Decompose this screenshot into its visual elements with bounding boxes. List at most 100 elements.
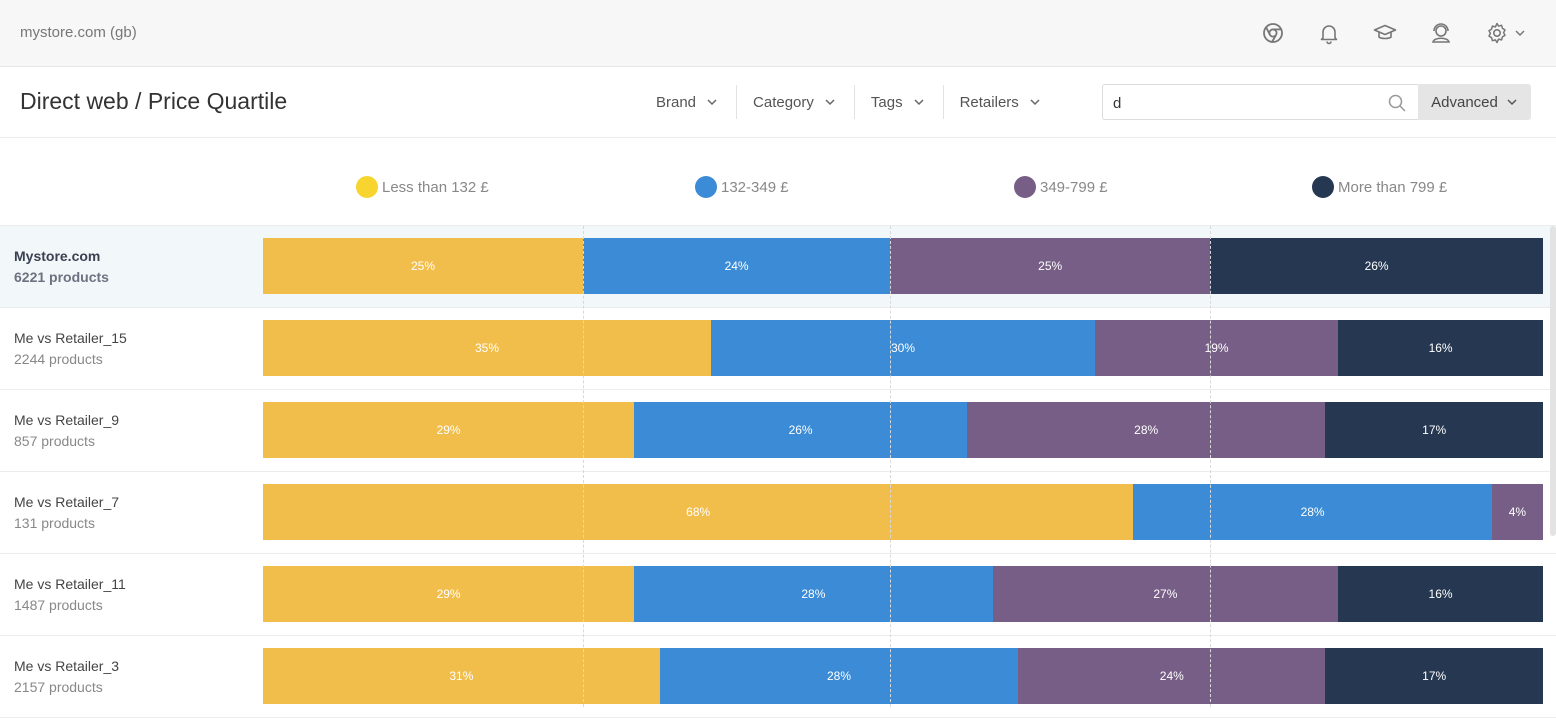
bar-segment-q3[interactable]: 28%: [966, 402, 1326, 458]
bar-segment-q3[interactable]: 24%: [1018, 648, 1326, 704]
bar-segment-label: 16%: [1428, 587, 1453, 601]
tags-filter[interactable]: Tags: [855, 85, 944, 119]
advanced-button[interactable]: Advanced: [1418, 84, 1531, 120]
stacked-bar: 29% 26% 28% 17%: [263, 402, 1543, 458]
chevron-down-icon: [1515, 30, 1525, 37]
page-title: Direct web / Price Quartile: [20, 88, 288, 114]
brand-filter[interactable]: Brand: [640, 85, 738, 119]
legend-dot-q1: [356, 176, 378, 198]
bar-segment-label: 27%: [1153, 587, 1178, 601]
graduation-cap-icon[interactable]: [1370, 18, 1400, 48]
row-label: Me vs Retailer_3 2157 products: [14, 656, 119, 698]
bar-segment-label: 25%: [1038, 259, 1063, 273]
page-header: Direct web / Price Quartile Brand Catego…: [0, 68, 1556, 138]
table-row[interactable]: Me vs Retailer_7 131 products 68% 28% 4%: [0, 472, 1556, 554]
row-count: 2157 products: [14, 679, 103, 695]
brand-filter-label: Brand: [656, 93, 697, 111]
stacked-bar: 68% 28% 4%: [263, 484, 1543, 540]
bar-segment-label: 26%: [1364, 259, 1389, 273]
bar-segment-label: 35%: [474, 341, 500, 355]
bar-segment-q1[interactable]: 31%: [263, 648, 660, 704]
bar-segment-q1[interactable]: 29%: [263, 402, 635, 458]
bar-segment-label: 28%: [1300, 505, 1325, 519]
bar-segment-label: 16%: [1428, 341, 1453, 355]
chevron-down-icon: [825, 99, 835, 106]
bar-segment-label: 17%: [1422, 669, 1447, 683]
table-row[interactable]: Me vs Retailer_9 857 products 29% 26% 28% 17%: [0, 390, 1556, 472]
bar-segment-label: 68%: [686, 505, 711, 519]
bar-segment-q4[interactable]: 17%: [1325, 648, 1543, 704]
bar-segment-q2[interactable]: 28%: [634, 566, 993, 622]
row-count: 857 products: [14, 433, 95, 449]
bar-segment-q1[interactable]: 68%: [263, 484, 1134, 540]
stacked-bar: 29% 28% 27% 16%: [263, 566, 1543, 622]
bar-segment-q3[interactable]: 19%: [1095, 320, 1339, 376]
bar-segment-q4[interactable]: 26%: [1210, 238, 1543, 294]
row-name: Me vs Retailer_15: [14, 330, 127, 346]
bar-segment-q2[interactable]: 30%: [711, 320, 1095, 376]
top-bar: mystore.com (gb): [0, 0, 1556, 67]
retailers-filter[interactable]: Retailers: [944, 85, 1059, 119]
bar-segment-q2[interactable]: 28%: [1133, 484, 1492, 540]
bar-segment-q2[interactable]: 28%: [659, 648, 1019, 704]
row-label: Me vs Retailer_15 2244 products: [14, 328, 127, 370]
row-name: Me vs Retailer_9: [14, 412, 120, 428]
table-row[interactable]: Me vs Retailer_3 2157 products 31% 28% 24% 17…: [0, 636, 1556, 718]
store-name[interactable]: mystore.com (gb): [20, 24, 137, 41]
bar-segment-q4[interactable]: 16%: [1338, 320, 1543, 376]
bar-segment-label: 28%: [826, 669, 851, 683]
bar-segment-label: 4%: [1508, 505, 1527, 519]
bar-segment-label: 25%: [410, 259, 436, 273]
bar-segment-q4[interactable]: 17%: [1325, 402, 1543, 458]
bar-segment-q1[interactable]: 29%: [263, 566, 635, 622]
legend-item-q3: 349-799 £: [1014, 176, 1108, 198]
legend-item-q1: Less than 132 £: [356, 176, 489, 198]
bar-segment-q3[interactable]: 27%: [992, 566, 1339, 622]
legend-label-q2: 132-349 £: [721, 178, 789, 196]
bar-segment-q1[interactable]: 25%: [263, 238, 583, 294]
row-count: 6221 products: [14, 269, 109, 285]
bar-segment-q2[interactable]: 26%: [634, 402, 967, 458]
category-filter-label: Category: [753, 93, 814, 111]
bar-segment-label: 17%: [1422, 423, 1447, 437]
stacked-bar: 31% 28% 24% 17%: [263, 648, 1543, 704]
legend-label-q1: Less than 132 £: [382, 178, 489, 196]
chevron-down-icon: [1507, 99, 1517, 106]
legend-label-q4: More than 799 £: [1338, 178, 1448, 196]
bar-segment-q2[interactable]: 24%: [583, 238, 891, 294]
row-name: Me vs Retailer_11: [14, 576, 126, 592]
chevron-down-icon: [914, 99, 924, 106]
stacked-bar: 25% 24% 25% 26%: [263, 238, 1543, 294]
table-row[interactable]: Me vs Retailer_11 1487 products 29% 28% 27% 1…: [0, 554, 1556, 636]
row-label: Me vs Retailer_9 857 products: [14, 410, 119, 452]
row-count: 131 products: [14, 515, 95, 531]
table-row[interactable]: Me vs Retailer_15 2244 products 35% 30% 19% 1…: [0, 308, 1556, 390]
row-label: Me vs Retailer_7 131 products: [14, 492, 119, 534]
table-row[interactable]: Mystore.com 6221 products 25% 24% 25% 26%: [0, 226, 1556, 308]
bar-segment-q4[interactable]: 16%: [1338, 566, 1543, 622]
settings-menu[interactable]: [1482, 18, 1526, 48]
search-input[interactable]: [1113, 92, 1373, 114]
chevron-down-icon: [707, 99, 717, 106]
category-filter[interactable]: Category: [737, 85, 855, 119]
scrollbar[interactable]: [1550, 226, 1556, 536]
chrome-icon[interactable]: [1258, 18, 1288, 48]
row-label: Mystore.com 6221 products: [14, 246, 109, 288]
row-count: 2244 products: [14, 351, 103, 367]
bar-segment-q3[interactable]: 4%: [1491, 484, 1543, 540]
row-name: Mystore.com: [14, 248, 101, 264]
gear-icon[interactable]: [1482, 18, 1512, 48]
legend-dot-q2: [695, 176, 717, 198]
row-label: Me vs Retailer_11 1487 products: [14, 574, 126, 616]
bell-icon[interactable]: [1314, 18, 1344, 48]
advanced-button-label: Advanced: [1431, 93, 1498, 111]
search-box: [1102, 84, 1419, 120]
support-icon[interactable]: [1426, 18, 1456, 48]
bar-segment-q3[interactable]: 25%: [890, 238, 1211, 294]
chart-rows: Mystore.com 6221 products 25% 24% 25% 26% Me v…: [0, 226, 1556, 718]
bar-segment-label: 28%: [1134, 423, 1159, 437]
bar-segment-q1[interactable]: 35%: [263, 320, 711, 376]
legend-label-q3: 349-799 £: [1040, 178, 1108, 196]
search-icon[interactable]: [1387, 93, 1407, 113]
filter-bar: Brand Category Tags Retailers: [640, 85, 1059, 119]
